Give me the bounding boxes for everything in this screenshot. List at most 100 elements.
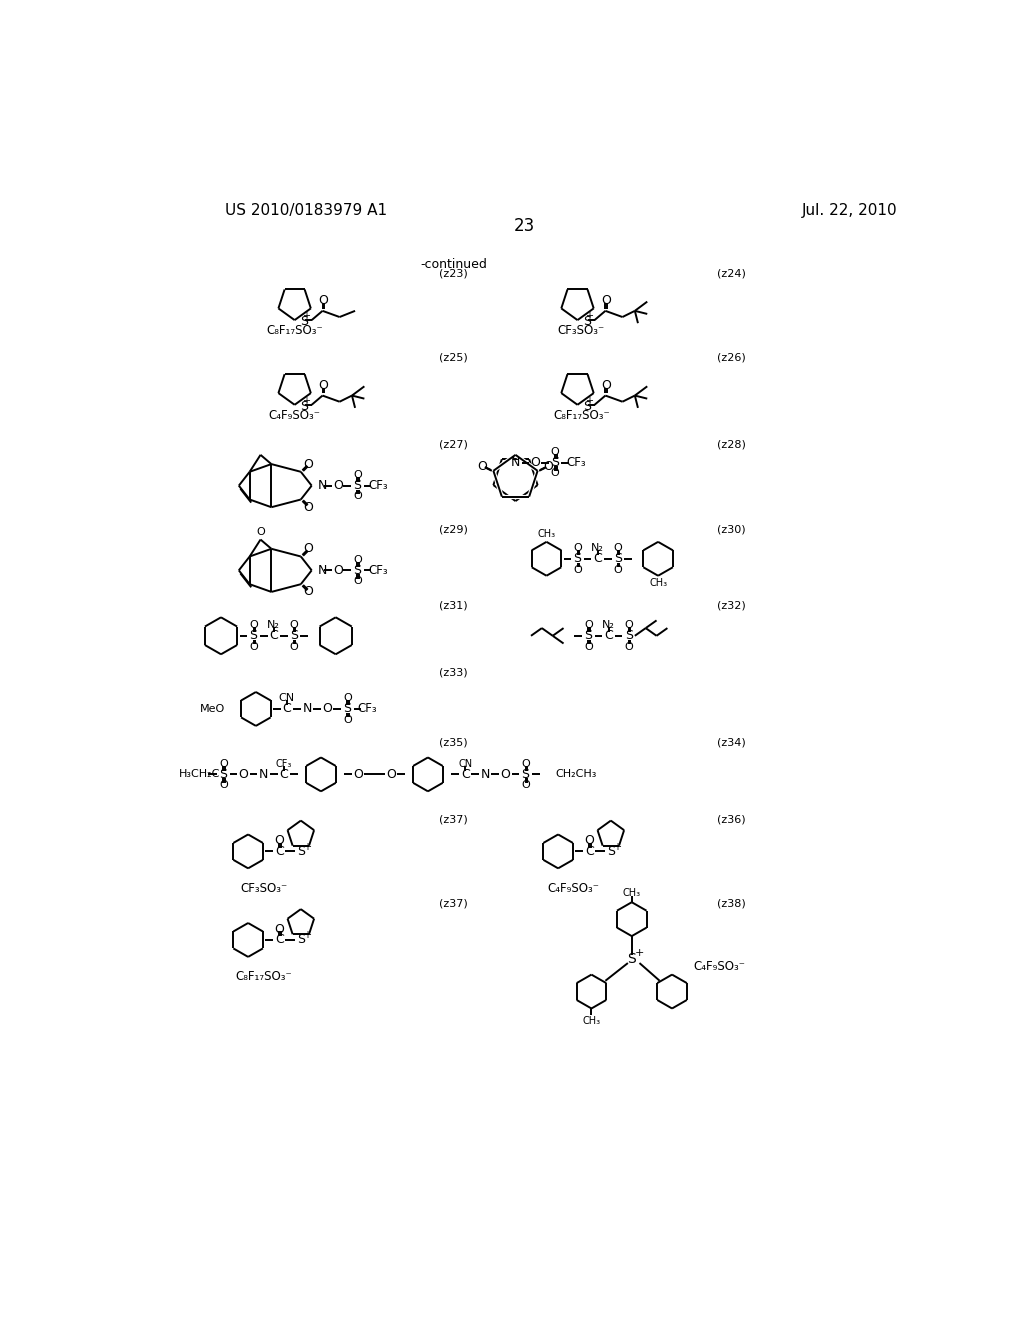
Text: O: O: [584, 620, 593, 630]
Text: C₈F₁₇SO₃⁻: C₈F₁₇SO₃⁻: [266, 325, 323, 338]
Text: CF₃: CF₃: [275, 759, 292, 768]
Text: (z29): (z29): [439, 524, 468, 535]
Text: S: S: [628, 952, 636, 966]
Text: (z27): (z27): [439, 440, 468, 450]
Text: CH₃: CH₃: [583, 1016, 600, 1026]
Text: N₂: N₂: [591, 543, 604, 553]
Text: S: S: [297, 933, 305, 946]
Text: O: O: [613, 543, 623, 553]
Text: (z25): (z25): [439, 352, 468, 362]
Text: O: O: [601, 294, 611, 308]
Text: S: S: [219, 768, 227, 781]
Text: O: O: [625, 620, 633, 630]
Text: N: N: [480, 768, 489, 781]
Text: CF₃: CF₃: [369, 564, 388, 577]
Text: CN: CN: [279, 693, 295, 704]
Text: CF₃SO₃⁻: CF₃SO₃⁻: [558, 325, 605, 338]
Text: CN: CN: [458, 759, 472, 768]
Text: C₈F₁₇SO₃⁻: C₈F₁₇SO₃⁻: [553, 409, 609, 422]
Text: O: O: [318, 379, 329, 392]
Text: S: S: [343, 702, 351, 715]
Text: (z26): (z26): [717, 352, 745, 362]
Text: CF₃SO₃⁻: CF₃SO₃⁻: [240, 882, 288, 895]
Text: O: O: [573, 565, 582, 574]
Text: O: O: [353, 576, 361, 586]
Text: (z28): (z28): [717, 440, 745, 450]
Text: S: S: [250, 630, 258, 643]
Text: O: O: [601, 379, 611, 392]
Text: O: O: [256, 527, 265, 537]
Text: O: O: [333, 564, 343, 577]
Text: O: O: [544, 459, 553, 473]
Text: (z37): (z37): [439, 814, 468, 824]
Text: O: O: [304, 500, 313, 513]
Text: C₄F₉SO₃⁻: C₄F₉SO₃⁻: [268, 409, 321, 422]
Text: S: S: [521, 768, 529, 781]
Text: 23: 23: [514, 218, 536, 235]
Text: N: N: [511, 455, 520, 469]
Text: O: O: [290, 620, 298, 630]
Text: O: O: [386, 768, 395, 781]
Text: O: O: [353, 768, 364, 781]
Text: O: O: [323, 702, 332, 715]
Text: N: N: [259, 768, 268, 781]
Text: (z24): (z24): [717, 269, 745, 279]
Text: C: C: [274, 845, 284, 858]
Text: N: N: [317, 479, 328, 492]
Text: S: S: [290, 630, 298, 643]
Text: O: O: [353, 554, 361, 565]
Text: O: O: [584, 834, 594, 847]
Text: (z38): (z38): [717, 899, 745, 908]
Text: O: O: [501, 768, 510, 781]
Text: US 2010/0183979 A1: US 2010/0183979 A1: [225, 203, 387, 218]
Text: O: O: [573, 543, 582, 553]
Text: (z32): (z32): [717, 601, 745, 610]
Text: N₂: N₂: [267, 620, 281, 630]
Text: -continued: -continued: [420, 259, 487, 271]
Text: O: O: [304, 543, 313, 556]
Text: S: S: [585, 630, 592, 643]
Text: O: O: [625, 642, 633, 652]
Text: C: C: [461, 768, 469, 781]
Text: C: C: [269, 630, 279, 643]
Text: N: N: [302, 702, 311, 715]
Text: O: O: [521, 780, 530, 791]
Text: S: S: [583, 315, 591, 329]
Text: O: O: [353, 470, 361, 480]
Text: O: O: [318, 294, 329, 308]
Text: O: O: [551, 446, 559, 457]
Text: S: S: [613, 552, 622, 565]
Text: N: N: [317, 564, 328, 577]
Text: CH₃: CH₃: [538, 529, 556, 539]
Text: C: C: [604, 630, 613, 643]
Text: O: O: [219, 780, 227, 791]
Text: CH₂CH₃: CH₂CH₃: [555, 770, 596, 779]
Text: S: S: [300, 400, 308, 413]
Text: (z33): (z33): [439, 668, 468, 677]
Text: (z35): (z35): [439, 737, 468, 747]
Text: O: O: [584, 642, 593, 652]
Text: S: S: [297, 845, 305, 858]
Text: O: O: [353, 491, 361, 502]
Text: +: +: [635, 948, 644, 958]
Text: S: S: [625, 630, 633, 643]
Text: +: +: [585, 312, 593, 321]
Text: (z23): (z23): [439, 269, 468, 279]
Text: +: +: [303, 931, 311, 940]
Text: O: O: [613, 565, 623, 574]
Text: CH₃: CH₃: [623, 888, 641, 898]
Text: S: S: [583, 400, 591, 413]
Text: S: S: [551, 455, 559, 469]
Text: (z36): (z36): [717, 814, 745, 824]
Text: C₄F₉SO₃⁻: C₄F₉SO₃⁻: [693, 961, 745, 973]
Text: S: S: [353, 564, 361, 577]
Text: C₈F₁₇SO₃⁻: C₈F₁₇SO₃⁻: [236, 970, 292, 983]
Text: O: O: [274, 834, 284, 847]
Text: (z30): (z30): [717, 524, 745, 535]
Text: O: O: [249, 642, 258, 652]
Text: (z37): (z37): [439, 899, 468, 908]
Text: C: C: [593, 552, 602, 565]
Text: CF₃: CF₃: [369, 479, 388, 492]
Text: O: O: [530, 455, 541, 469]
Text: S: S: [607, 845, 614, 858]
